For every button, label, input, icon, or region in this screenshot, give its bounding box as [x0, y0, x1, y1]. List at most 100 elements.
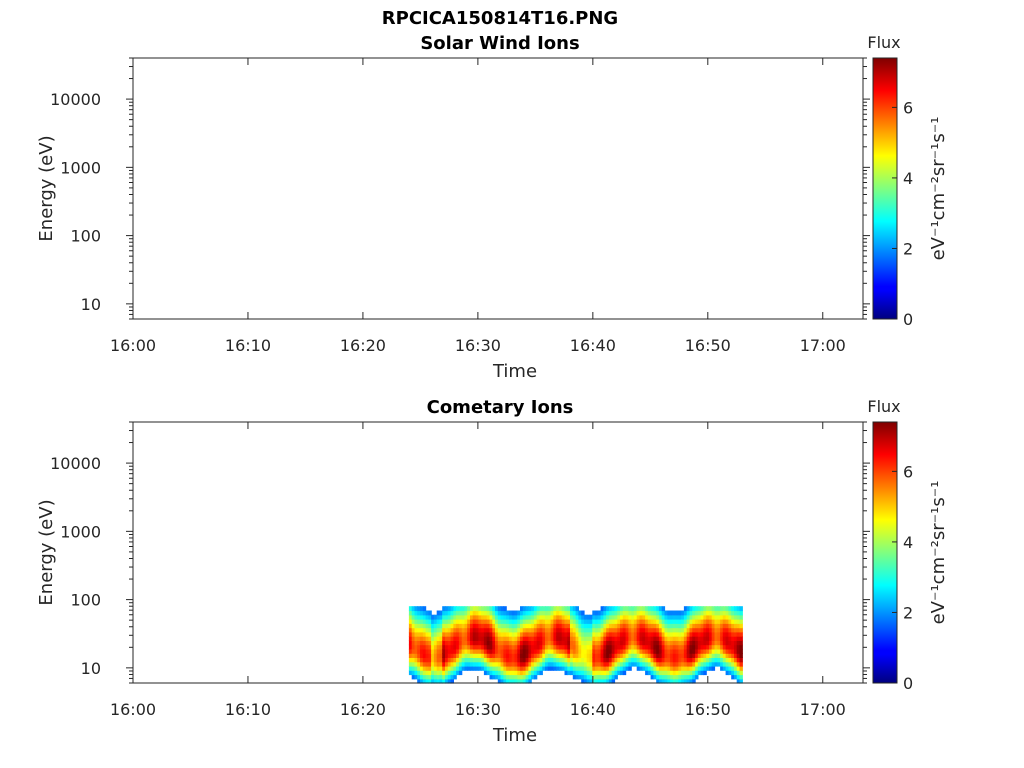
- spectrogram-cell: [570, 670, 574, 676]
- spectrogram-cell: [631, 631, 635, 637]
- spectrogram-cell: [578, 614, 582, 620]
- spectrogram-cell: [553, 627, 557, 633]
- spectrogram-cell: [628, 623, 632, 629]
- spectrogram-cell: [731, 644, 735, 650]
- spectrogram-cell: [734, 631, 738, 637]
- spectrogram-cell: [528, 610, 532, 616]
- spectrogram-cell: [453, 631, 457, 637]
- spectrogram-cell: [603, 623, 607, 629]
- spectrogram-cell: [456, 627, 460, 633]
- spectrogram-cell: [586, 619, 591, 624]
- spectrogram-cell: [422, 657, 427, 663]
- spectrogram-cell: [533, 665, 538, 671]
- spectrogram-cell: [564, 623, 568, 629]
- spectrogram-cell: [508, 674, 513, 680]
- spectrogram-cell: [603, 614, 607, 620]
- spectrogram-cell: [681, 610, 685, 616]
- spectrogram-cell: [433, 636, 438, 641]
- spectrogram-cell: [639, 657, 643, 663]
- spectrogram-cell: [467, 631, 471, 637]
- spectrogram-cell: [522, 661, 527, 667]
- spectrogram-cell: [514, 657, 518, 663]
- spectrogram-cell: [670, 648, 674, 654]
- spectrogram-cell: [595, 619, 599, 624]
- spectrogram-cell: [603, 661, 607, 667]
- spectrogram-cell: [600, 653, 604, 658]
- spectrogram-cell: [572, 640, 577, 646]
- spectrogram-cell: [667, 627, 671, 633]
- spectrogram-cell: [661, 636, 666, 641]
- spectrogram-cell: [728, 614, 732, 620]
- spectrogram-cell: [439, 610, 443, 616]
- spectrogram-cell: [517, 623, 521, 629]
- spectrogram-cell: [731, 657, 735, 663]
- spectrogram-cell: [503, 644, 507, 650]
- spectrogram-cell: [725, 631, 729, 637]
- spectrogram-cell: [670, 644, 674, 650]
- spectrogram-cell: [709, 648, 713, 654]
- spectrogram-cell: [714, 657, 718, 663]
- spectrogram-cell: [439, 631, 443, 637]
- spectrogram-cell: [567, 670, 571, 676]
- spectrogram-cell: [456, 614, 460, 620]
- spectrogram-cell: [564, 627, 568, 633]
- spectrogram-cell: [514, 665, 518, 671]
- spectrogram-cell: [520, 640, 524, 646]
- spectrogram-cell: [653, 614, 657, 620]
- spectrogram-cell: [695, 661, 699, 667]
- spectrogram-cell: [670, 670, 674, 676]
- spectrogram-cell: [517, 648, 521, 654]
- spectrogram-cell: [439, 644, 443, 650]
- spectrogram-cell: [522, 610, 527, 616]
- spectrogram-cell: [542, 653, 546, 658]
- spectrogram-cell: [517, 653, 521, 658]
- spectrogram-cell: [661, 631, 666, 637]
- spectrogram-cell: [692, 636, 696, 641]
- spectrogram-cell: [608, 606, 613, 612]
- spectrogram-cell: [436, 614, 441, 620]
- spectrogram-cell: [683, 606, 688, 612]
- spectrogram-cell: [633, 661, 638, 667]
- spectrogram-cell: [553, 610, 557, 616]
- spectrogram-cell: [470, 644, 474, 650]
- spectrogram-cell: [642, 631, 646, 637]
- spectrogram-cell: [639, 661, 643, 667]
- spectrogram-cell: [547, 653, 552, 658]
- spectrogram-cell: [542, 610, 546, 616]
- spectrogram-cell: [511, 623, 516, 629]
- spectrogram-cell: [417, 644, 421, 650]
- spectrogram-cell: [631, 653, 635, 658]
- spectrogram-cell: [611, 653, 616, 658]
- spectrogram-cell: [506, 636, 510, 641]
- spectrogram-cell: [511, 678, 516, 684]
- spectrogram-cell: [486, 661, 491, 667]
- spectrogram-cell: [714, 640, 718, 646]
- spectrogram-cell: [700, 631, 704, 637]
- spectrogram-cell: [583, 653, 588, 658]
- spectrogram-cell: [614, 640, 618, 646]
- spectrogram-cell: [450, 678, 454, 684]
- spectrogram-cell: [408, 661, 413, 667]
- spectrogram-cell: [625, 619, 629, 624]
- spectrogram-cell: [508, 627, 513, 633]
- spectrogram-cell: [525, 648, 529, 654]
- spectrogram-cell: [483, 631, 488, 637]
- spectrogram-cell: [550, 665, 554, 671]
- spectrogram-cell: [456, 619, 460, 624]
- spectrogram-cell: [650, 606, 654, 612]
- spectrogram-cell: [636, 631, 641, 637]
- spectrogram-cell: [686, 670, 691, 676]
- spectrogram-cell: [578, 619, 582, 624]
- spectrogram-cell: [600, 665, 604, 671]
- spectrogram-cell: [558, 657, 563, 663]
- colorbar-unit-label: eV⁻¹cm⁻²sr⁻¹s⁻¹: [928, 481, 949, 625]
- spectrogram-cell: [508, 661, 513, 667]
- spectrogram-cell: [561, 631, 566, 637]
- spectrogram-cell: [728, 610, 732, 616]
- spectrogram-cell: [575, 636, 579, 641]
- spectrogram-cell: [422, 665, 427, 671]
- spectrogram-cell: [617, 665, 621, 671]
- spectrogram-cell: [445, 657, 449, 663]
- x-tick-label: 16:50: [685, 336, 731, 355]
- spectrogram-cell: [506, 623, 510, 629]
